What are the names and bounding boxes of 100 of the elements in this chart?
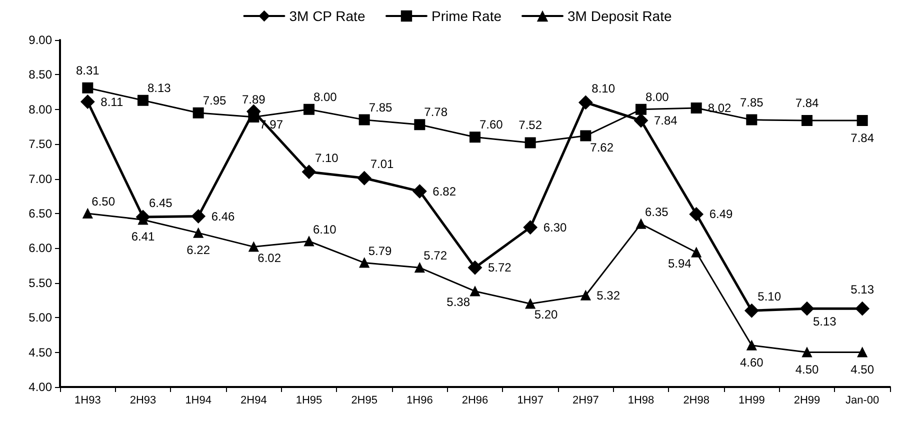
text: 5.50 [28, 276, 52, 290]
point [857, 347, 868, 358]
point [525, 298, 536, 309]
point [304, 104, 314, 115]
x-tick-label: Jan-00 [846, 394, 880, 406]
data-label: 8.13 [148, 80, 172, 95]
point [193, 228, 204, 238]
data-label: 6.50 [92, 194, 116, 208]
x-tick-label: 1H99 [738, 394, 765, 406]
data-label: 6.22 [186, 242, 210, 257]
legend-label: Prime Rate [431, 8, 502, 24]
point [689, 207, 704, 222]
data-label: 5.13 [850, 282, 874, 297]
data-label: 5.10 [758, 290, 782, 304]
data-label: 6.49 [709, 207, 734, 222]
point [855, 302, 870, 316]
legend-label: 3M CP Rate [289, 8, 366, 24]
data-label: 6.46 [211, 209, 236, 224]
point [468, 260, 482, 275]
text: 6.00 [28, 241, 52, 256]
point [744, 304, 759, 318]
point [414, 119, 426, 130]
data-label: 7.89 [242, 92, 266, 107]
point [80, 94, 95, 109]
point [412, 184, 427, 198]
text: 8.00 [28, 102, 52, 116]
data-label: 7.60 [480, 118, 504, 132]
point [191, 209, 206, 224]
data-label: 7.84 [850, 131, 874, 146]
data-label: 8.00 [646, 90, 670, 104]
x-tick-label: 1H96 [406, 394, 433, 406]
data-label: 7.01 [370, 157, 394, 172]
point [248, 112, 260, 123]
data-label: 8.10 [592, 81, 616, 96]
text: 5.00 [28, 310, 52, 325]
text: 9.00 [28, 33, 52, 47]
legend-label: 3M Deposit Rate [568, 8, 672, 24]
point [357, 171, 372, 186]
point [138, 94, 148, 106]
data-label: 7.95 [202, 93, 227, 108]
point [82, 208, 93, 218]
data-label: 6.10 [313, 222, 337, 236]
point [691, 247, 702, 258]
x-tick-label: 1H93 [74, 394, 101, 406]
data-label: 5.79 [368, 244, 392, 258]
data-label: 4.60 [740, 355, 764, 370]
data-label: 6.35 [645, 204, 669, 219]
point [359, 258, 370, 268]
data-label: 8.00 [314, 90, 338, 104]
point [82, 82, 94, 94]
data-label: 5.20 [534, 308, 558, 322]
data-label: 8.31 [76, 63, 100, 78]
point [690, 102, 702, 114]
point [580, 130, 592, 142]
point [302, 164, 316, 179]
data-label: 5.38 [446, 295, 470, 310]
x-tick-label: 2H97 [572, 394, 599, 406]
point [358, 114, 370, 126]
data-label: 5.72 [424, 248, 448, 263]
point [800, 302, 814, 316]
x-tick-label: 1H97 [517, 394, 544, 406]
data-label: 6.82 [432, 184, 456, 198]
data-label: 6.30 [543, 220, 568, 234]
point [578, 95, 593, 110]
text: 7.50 [28, 137, 52, 152]
point [470, 286, 480, 296]
text: 4.00 [28, 380, 52, 394]
point [802, 115, 812, 126]
x-tick-label: 2H96 [462, 394, 488, 406]
data-label: 7.85 [368, 100, 393, 114]
data-label: 5.32 [596, 288, 620, 302]
x-tick-label: 2H93 [130, 394, 156, 406]
data-label: 4.50 [795, 362, 819, 376]
point [856, 115, 868, 126]
point [746, 340, 757, 350]
point [192, 107, 204, 118]
x-tick-label: 2H99 [794, 394, 820, 406]
data-label: 6.02 [258, 250, 282, 265]
point [248, 242, 259, 252]
text: 7.00 [28, 172, 52, 186]
text: 4.50 [28, 345, 52, 360]
point [580, 290, 591, 300]
x-tick-label: 1H94 [185, 394, 212, 406]
point [636, 104, 646, 115]
x-tick-label: 1H98 [628, 394, 654, 406]
data-label: 6.45 [149, 196, 173, 210]
point [746, 114, 758, 126]
x-tick-label: 2H95 [351, 394, 378, 406]
data-label: 7.84 [795, 96, 819, 110]
point [470, 132, 480, 143]
point [634, 114, 648, 128]
data-label: 6.41 [131, 230, 155, 244]
x-tick-label: 2H94 [240, 394, 267, 406]
x-tick-label: 1H95 [296, 394, 322, 406]
data-label: 7.10 [315, 150, 339, 165]
point [802, 347, 812, 358]
data-label: 7.84 [654, 114, 678, 128]
data-label: 7.62 [590, 140, 614, 154]
data-label: 7.52 [518, 118, 542, 132]
data-label: 5.72 [488, 260, 512, 275]
